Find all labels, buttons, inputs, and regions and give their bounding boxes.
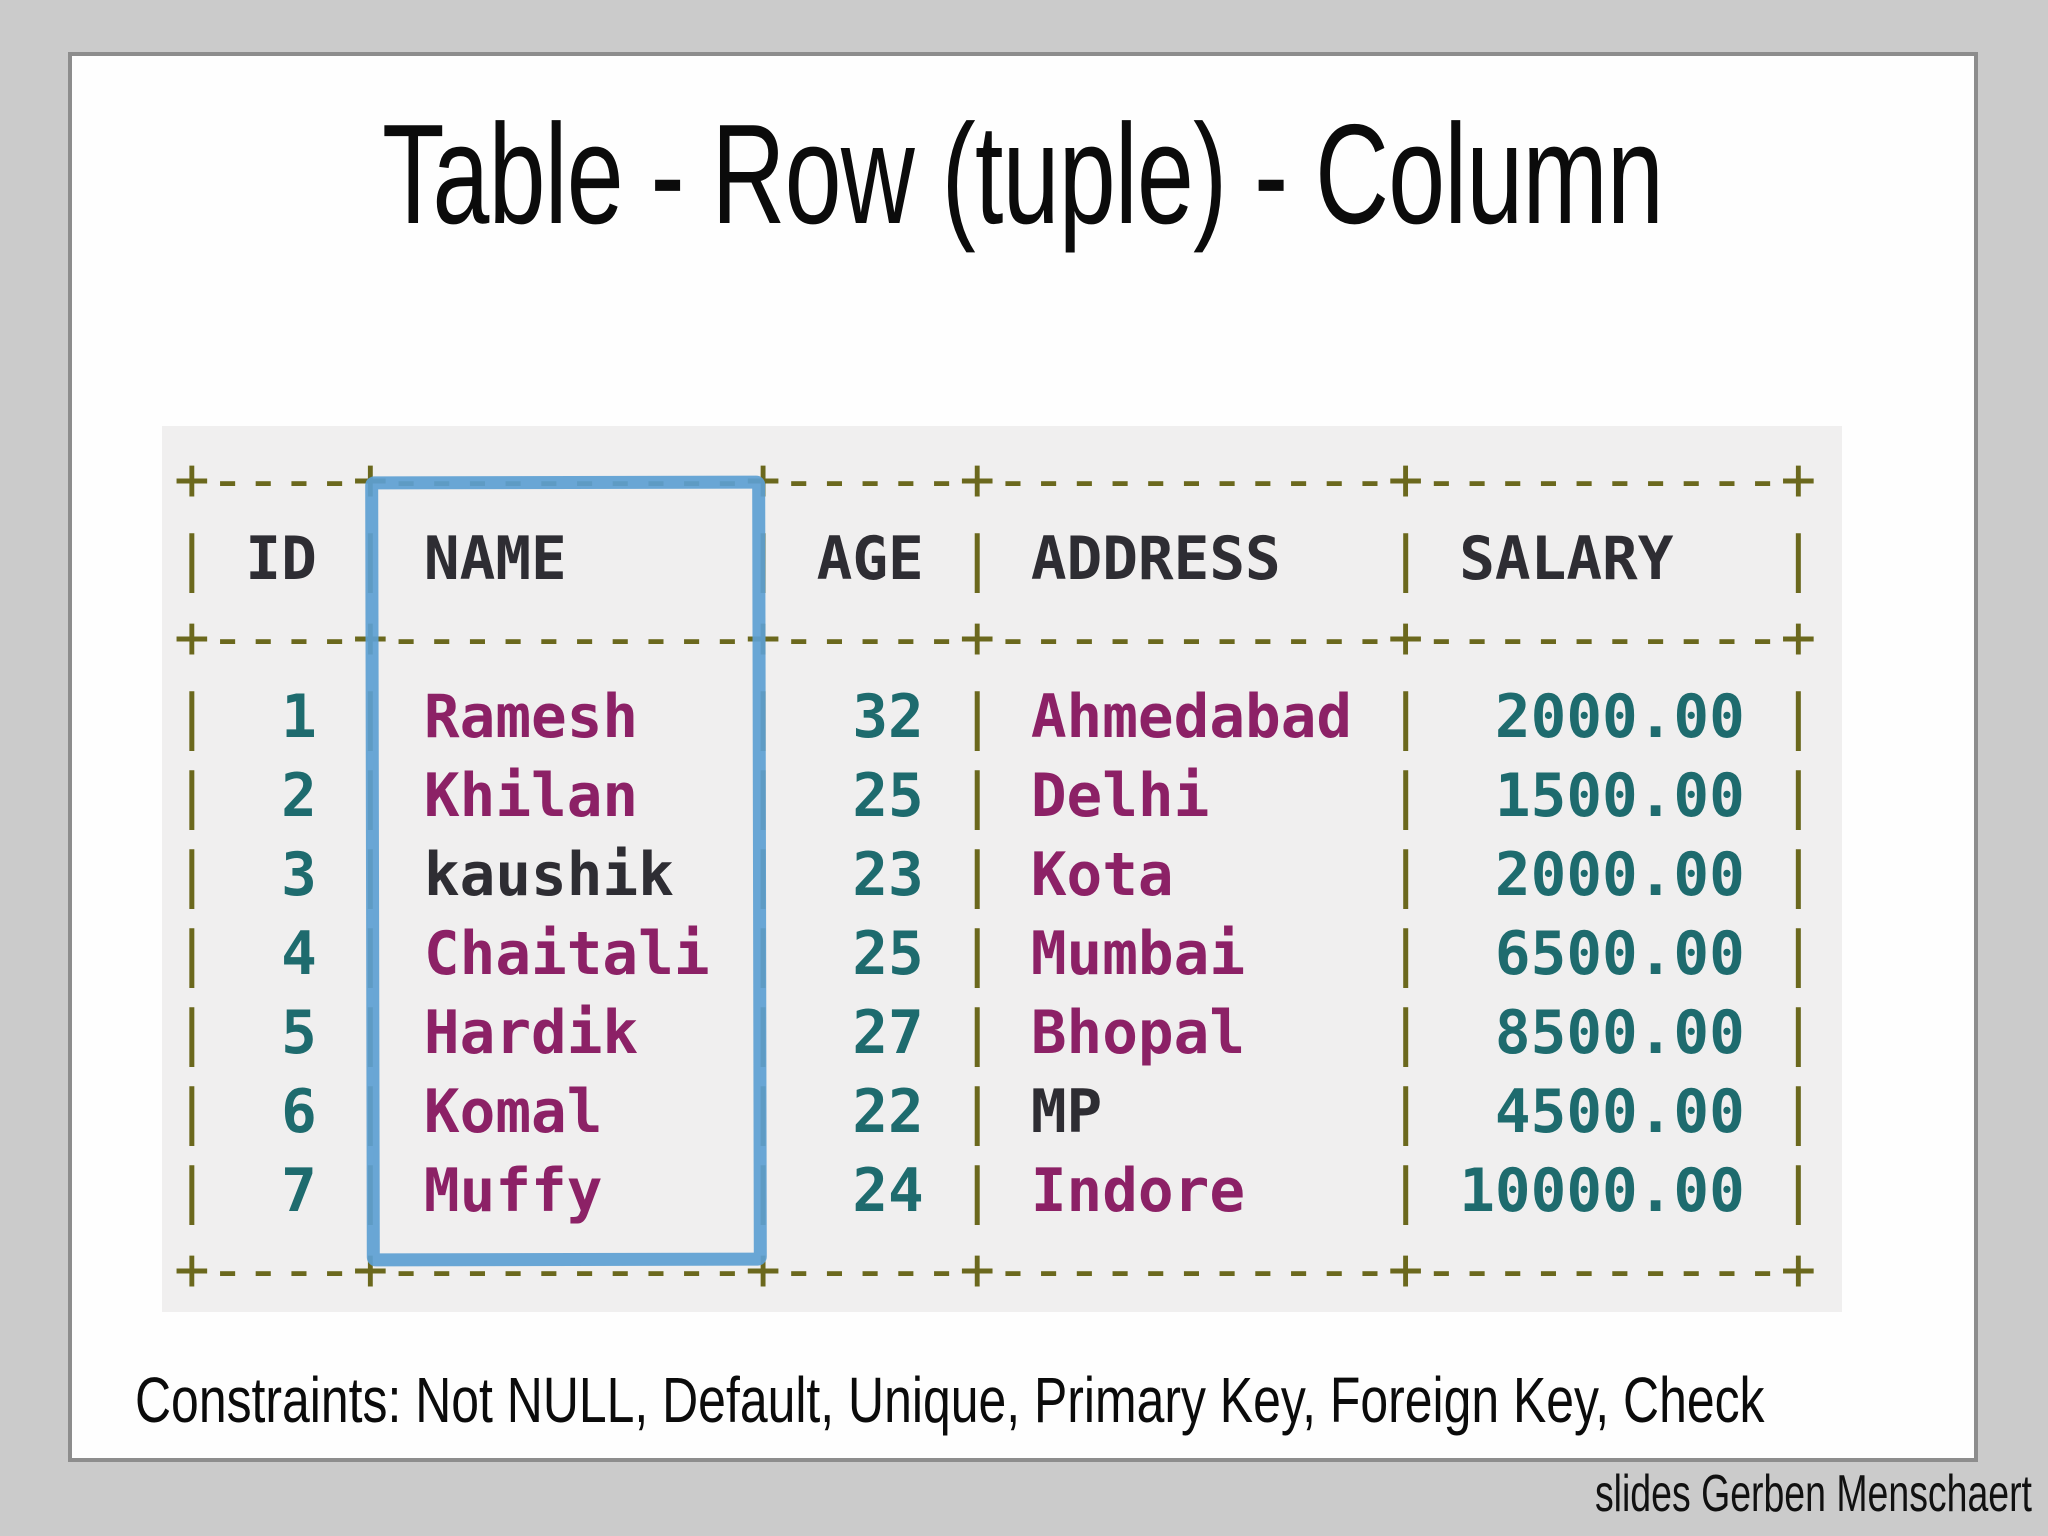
sql-output-panel: +----+----------+-----+-----------+-----… <box>162 426 1842 1312</box>
sql-ascii-table: +----+----------+-----+-----------+-----… <box>174 445 1817 1304</box>
slide-title: Table - Row (tuple) - Column <box>382 95 1664 254</box>
credit-text: slides Gerben Menschaert <box>1594 1465 2032 1523</box>
constraints-text: Constraints: Not NULL, Default, Unique, … <box>135 1364 1765 1436</box>
presentation-slide: Table - Row (tuple) - Column +----+-----… <box>68 52 1978 1462</box>
title-row: Table - Row (tuple) - Column <box>72 104 1974 246</box>
